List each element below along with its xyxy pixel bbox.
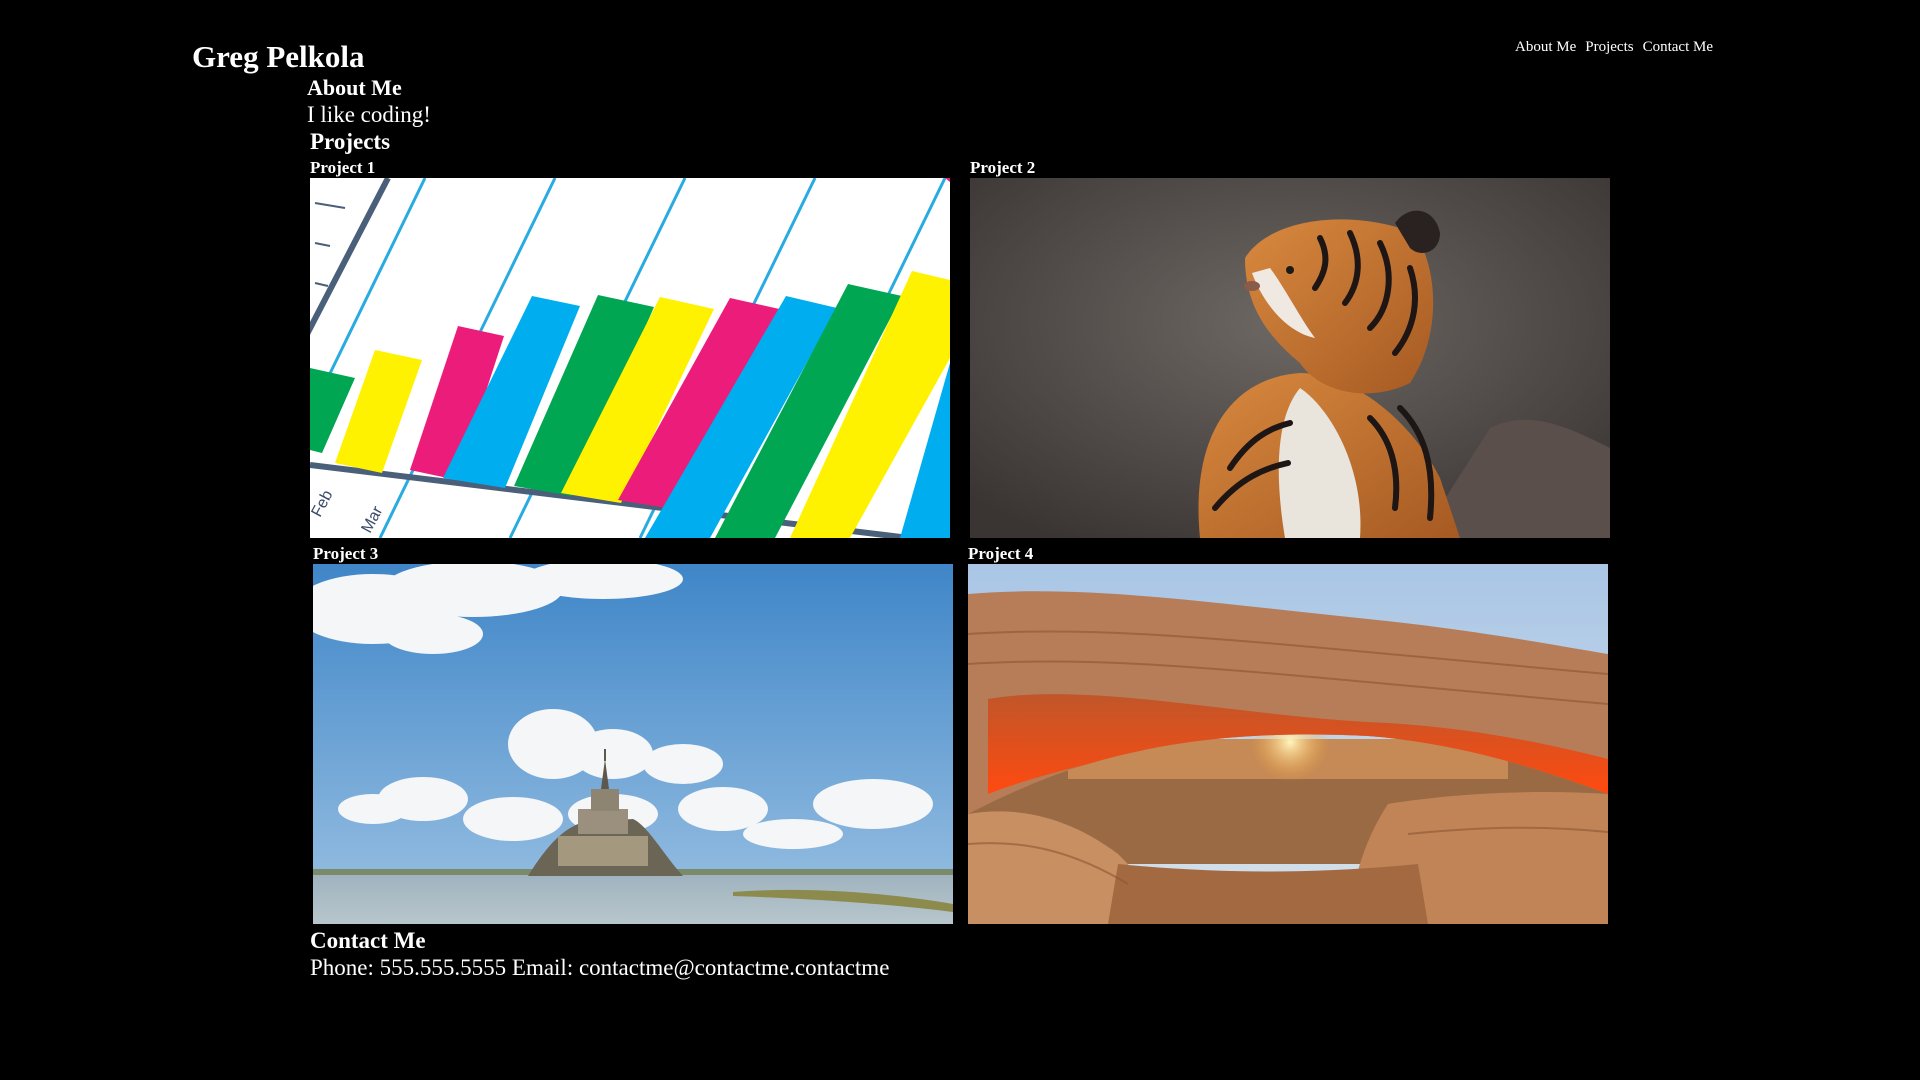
project-label: Project 3 [313, 544, 379, 563]
project-2-image[interactable] [970, 178, 1610, 538]
desert-arch-sunrise-photo [968, 564, 1608, 924]
nav-link-contact-me[interactable]: Contact Me [1642, 39, 1713, 55]
project-label: Project 4 [968, 544, 1034, 563]
project-3-image[interactable] [313, 564, 953, 924]
contact-heading: Contact Me [310, 928, 426, 953]
projects-heading: Projects [310, 129, 391, 154]
about-heading: About Me [307, 75, 402, 100]
about-text: I like coding! [307, 102, 431, 127]
project-1-image[interactable]: Feb Mar [310, 178, 950, 538]
nav-link-about-me[interactable]: About Me [1515, 39, 1577, 55]
nav-link-projects[interactable]: Projects [1585, 39, 1634, 55]
project-label: Project 1 [310, 158, 376, 177]
project-4-image[interactable] [968, 564, 1608, 924]
site-title: Greg Pelkola [192, 39, 365, 74]
contact-text: Phone: 555.555.5555 Email: contactme@con… [310, 955, 890, 980]
project-label: Project 2 [970, 158, 1036, 177]
island-castle-photo [313, 564, 953, 924]
main-nav: About Me Projects Contact Me [1515, 37, 1713, 57]
tiger-photo [970, 178, 1610, 538]
bar-chart-graphic: Feb Mar [310, 178, 950, 538]
